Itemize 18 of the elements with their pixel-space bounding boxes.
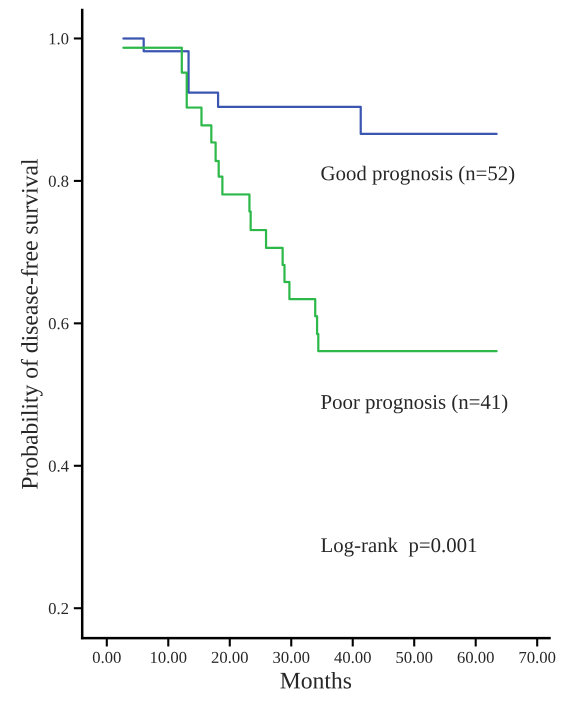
- y-tick-label: 0.2: [48, 602, 68, 614]
- x-tick-label: 40.00: [334, 652, 371, 664]
- x-tick-label: 70.00: [520, 652, 556, 664]
- x-tick-label: 20.00: [212, 652, 248, 664]
- x-axis-title: Months: [280, 672, 352, 689]
- y-tick-label: 0.8: [48, 176, 68, 187]
- x-tick-label: 10.00: [150, 652, 186, 664]
- x-tick-label: 60.00: [458, 652, 494, 664]
- annotation: Good prognosis (n=52): [321, 166, 514, 185]
- y-tick-label: 0.6: [48, 318, 69, 330]
- y-tick-label: 0.4: [48, 460, 69, 472]
- annotation: Poor prognosis (n=41): [321, 394, 508, 414]
- x-tick-label: 0.00: [92, 652, 121, 664]
- x-tick-label: 30.00: [273, 652, 310, 664]
- annotation: Log-rank p=0.001: [321, 538, 476, 557]
- x-tick-label: 50.00: [396, 652, 432, 664]
- y-axis-title: Probability of disease-free survival: [20, 158, 43, 489]
- y-tick-label: 1.0: [50, 33, 68, 44]
